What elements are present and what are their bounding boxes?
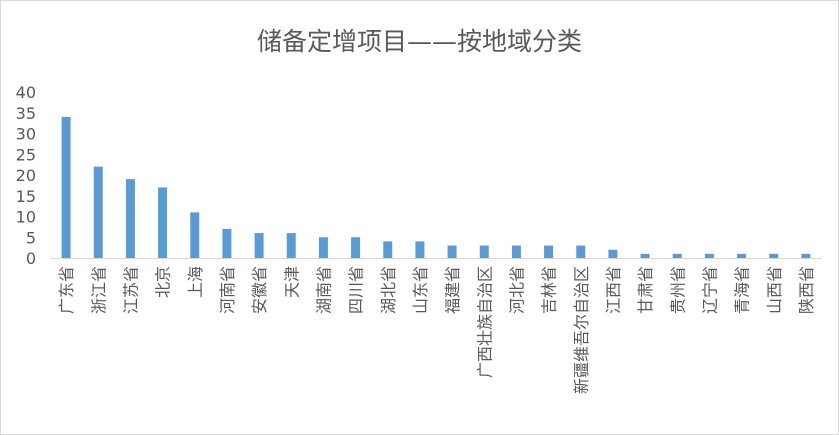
x-tick-label: 甘肃省	[636, 266, 655, 314]
bar	[544, 245, 554, 258]
y-tick-label: 10	[16, 208, 36, 227]
bar	[286, 233, 296, 258]
y-tick-label: 5	[26, 228, 36, 247]
x-tick-label: 山东省	[411, 266, 430, 314]
y-tick-label: 15	[16, 187, 36, 206]
x-tick-label: 上海	[186, 266, 205, 298]
bar	[769, 253, 779, 258]
x-tick-label: 河南省	[218, 266, 237, 314]
x-tick-label: 新疆维吾尔自治区	[572, 266, 591, 394]
x-tick-label: 福建省	[443, 266, 462, 314]
x-tick-label: 天津	[282, 266, 301, 298]
x-axis-labels: 广东省 浙江省 江苏省 北京 上海 河南省 安徽省 天津 湖南省 四川省 湖北省 山东省 福建省 广西壮族…	[57, 266, 816, 394]
x-tick-label: 吉林省	[540, 266, 559, 314]
x-tick-label: 河北省	[507, 266, 526, 314]
bar	[61, 116, 71, 259]
x-tick-label: 广东省	[57, 266, 76, 314]
bar	[608, 249, 618, 258]
x-tick-label: 湖南省	[314, 266, 333, 314]
bar	[222, 228, 232, 258]
y-tick-label: 35	[16, 104, 36, 123]
bar	[351, 237, 361, 258]
x-tick-label: 浙江省	[89, 266, 108, 314]
x-tick-label: 四川省	[347, 266, 366, 314]
bar	[158, 187, 168, 258]
bar	[93, 166, 103, 258]
chart-title: 储备定增项目——按地域分类	[256, 27, 582, 56]
x-tick-label: 山西省	[765, 266, 784, 314]
bar	[511, 245, 521, 258]
bar	[447, 245, 457, 258]
y-tick-label: 25	[16, 145, 36, 164]
x-tick-label: 辽宁省	[700, 266, 719, 314]
y-tick-label: 30	[16, 125, 36, 144]
bar	[704, 253, 714, 258]
x-tick-label: 安徽省	[250, 266, 269, 314]
x-tick-label: 江苏省	[121, 266, 140, 314]
x-tick-label: 青海省	[733, 266, 752, 314]
bars	[61, 116, 811, 259]
bar	[640, 253, 650, 258]
y-tick-label: 40	[16, 83, 36, 102]
bar	[254, 233, 264, 258]
bar	[190, 212, 200, 258]
x-tick-label: 贵州省	[668, 266, 687, 314]
bar	[415, 241, 425, 258]
x-tick-label: 北京	[154, 266, 173, 298]
y-tick-label: 0	[26, 249, 36, 268]
x-tick-label: 广西壮族自治区	[475, 266, 494, 378]
x-tick-label: 江西省	[604, 266, 623, 314]
bar	[801, 253, 811, 258]
bar	[383, 241, 393, 258]
bar	[125, 179, 135, 258]
bar	[737, 253, 747, 258]
bar	[576, 245, 586, 258]
bar	[672, 253, 682, 258]
bar	[318, 237, 328, 258]
bar	[479, 245, 489, 258]
y-tick-label: 20	[16, 166, 36, 185]
x-tick-label: 湖北省	[379, 266, 398, 314]
x-tick-label: 陕西省	[797, 266, 816, 314]
